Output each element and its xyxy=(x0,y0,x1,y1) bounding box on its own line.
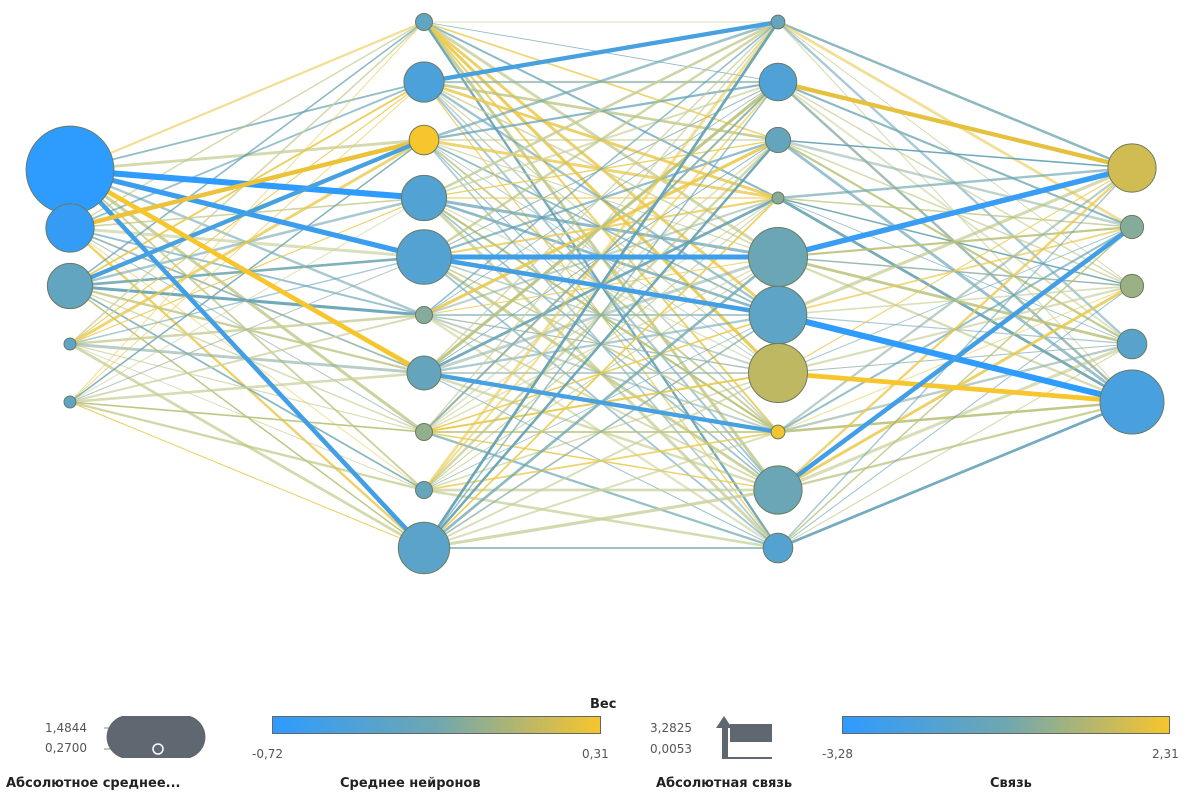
strong-link-13 xyxy=(776,225,1134,492)
link-L1-9-7 xyxy=(423,431,779,549)
link-L1-9-8 xyxy=(423,488,779,550)
neurons-layer xyxy=(25,13,1165,575)
neuron-L1-5[interactable] xyxy=(415,306,433,324)
neuron-L0-0[interactable] xyxy=(25,125,115,215)
link-L1-9-6 xyxy=(423,372,779,549)
neuron-L0-1[interactable] xyxy=(45,203,95,253)
link-L2-9-4 xyxy=(777,400,1133,550)
link-L1-2-0 xyxy=(423,20,779,142)
link-L0-4-7 xyxy=(69,401,425,433)
neuron-L1-4[interactable] xyxy=(396,229,452,285)
neuron-mean-max: 0,31 xyxy=(582,747,609,761)
strong-link-9 xyxy=(423,19,779,85)
abs-link-max: 3,2825 xyxy=(650,721,692,735)
link-L0-0-1 xyxy=(69,81,425,171)
link-L0-0-0 xyxy=(69,21,425,171)
neuron-L0-3[interactable] xyxy=(63,337,77,351)
link-L0-1-0 xyxy=(69,21,425,229)
strong-link-3 xyxy=(69,137,425,231)
link-L1-9-5 xyxy=(423,314,779,549)
link-gradient xyxy=(842,716,1170,734)
link-L1-9-1 xyxy=(423,81,779,549)
link-L1-4-0 xyxy=(423,20,779,259)
link-min: -3,28 xyxy=(822,747,854,761)
neuron-L3-2[interactable] xyxy=(1119,273,1145,299)
strong-link-14 xyxy=(777,79,1133,171)
neuron-L3-3[interactable] xyxy=(1116,328,1148,360)
strong-link-4 xyxy=(69,138,425,288)
neuron-L1-8[interactable] xyxy=(415,481,433,499)
abs-link-min: 0,0053 xyxy=(650,742,692,756)
strong-link-12 xyxy=(777,370,1133,405)
neuron-L1-6[interactable] xyxy=(406,355,442,391)
neuron-L3-1[interactable] xyxy=(1119,214,1145,240)
abs-mean-max: 1,4844 xyxy=(45,721,87,735)
neuron-L0-2[interactable] xyxy=(46,262,94,310)
strong-link-8 xyxy=(423,370,779,435)
link-L1-9-2 xyxy=(423,139,779,549)
neuron-L2-7[interactable] xyxy=(770,424,786,440)
link-title: Связь xyxy=(990,776,1032,791)
link-L1-3-0 xyxy=(423,20,779,200)
neuron-L1-7[interactable] xyxy=(415,423,433,441)
link-L0-4-9 xyxy=(69,401,425,549)
link-L2-7-0 xyxy=(777,167,1133,433)
strong-link-2 xyxy=(68,168,426,550)
strong-link-11 xyxy=(777,165,1133,260)
link-L0-2-0 xyxy=(69,21,425,287)
link-L0-4-6 xyxy=(69,371,425,404)
neuron-L1-0[interactable] xyxy=(415,13,433,31)
abs-mean-size-legend xyxy=(104,716,206,758)
weight-header: Вес xyxy=(590,697,617,712)
neuron-L0-4[interactable] xyxy=(63,395,77,409)
neuron-mean-gradient xyxy=(272,716,601,734)
neuron-L3-0[interactable] xyxy=(1107,143,1157,193)
neuron-L2-2[interactable] xyxy=(764,126,792,154)
link-L1-6-0 xyxy=(423,21,779,374)
neuron-L2-9[interactable] xyxy=(762,532,794,564)
link-L2-6-0 xyxy=(777,167,1133,374)
link-max: 2,31 xyxy=(1152,747,1179,761)
neuron-L1-3[interactable] xyxy=(400,174,448,222)
neural-network-diagram xyxy=(25,13,1165,575)
link-L2-9-2 xyxy=(777,285,1133,549)
neuron-L2-6[interactable] xyxy=(748,343,808,403)
link-L2-3-0 xyxy=(777,166,1133,200)
abs-mean-min: 0,2700 xyxy=(45,741,87,755)
neuron-L2-1[interactable] xyxy=(758,62,798,102)
neuron-L2-4[interactable] xyxy=(748,227,808,287)
link-L2-0-0 xyxy=(777,20,1133,170)
neuron-L2-0[interactable] xyxy=(770,14,786,30)
strong-link-7 xyxy=(423,254,779,318)
neuron-mean-min: -0,72 xyxy=(252,747,284,761)
abs-mean-title: Абсолютное среднее... xyxy=(6,776,181,791)
link-L0-4-3 xyxy=(69,197,425,403)
link-L0-4-4 xyxy=(69,256,425,403)
neuron-L1-9[interactable] xyxy=(397,521,451,575)
link-L0-4-8 xyxy=(69,400,425,492)
neuron-L2-3[interactable] xyxy=(771,191,785,205)
neuron-L3-4[interactable] xyxy=(1099,369,1165,435)
link-L2-5-0 xyxy=(777,166,1133,317)
link-L2-8-0 xyxy=(777,167,1133,491)
link-L2-9-3 xyxy=(777,343,1133,549)
neuron-L1-1[interactable] xyxy=(403,61,445,103)
neuron-L2-8[interactable] xyxy=(753,465,803,515)
strong-link-5 xyxy=(68,167,426,376)
abs-link-title: Абсолютная связь xyxy=(656,776,793,791)
neuron-L1-2[interactable] xyxy=(408,124,440,156)
highlight-links-layer xyxy=(68,19,1134,550)
link-L2-2-0 xyxy=(777,139,1133,169)
link-L1-7-0 xyxy=(423,21,779,433)
abs-link-width-legend xyxy=(716,716,772,759)
neuron-mean-title: Среднее нейронов xyxy=(340,776,481,791)
neuron-L2-5[interactable] xyxy=(748,285,808,345)
link-L0-4-1 xyxy=(69,81,425,403)
